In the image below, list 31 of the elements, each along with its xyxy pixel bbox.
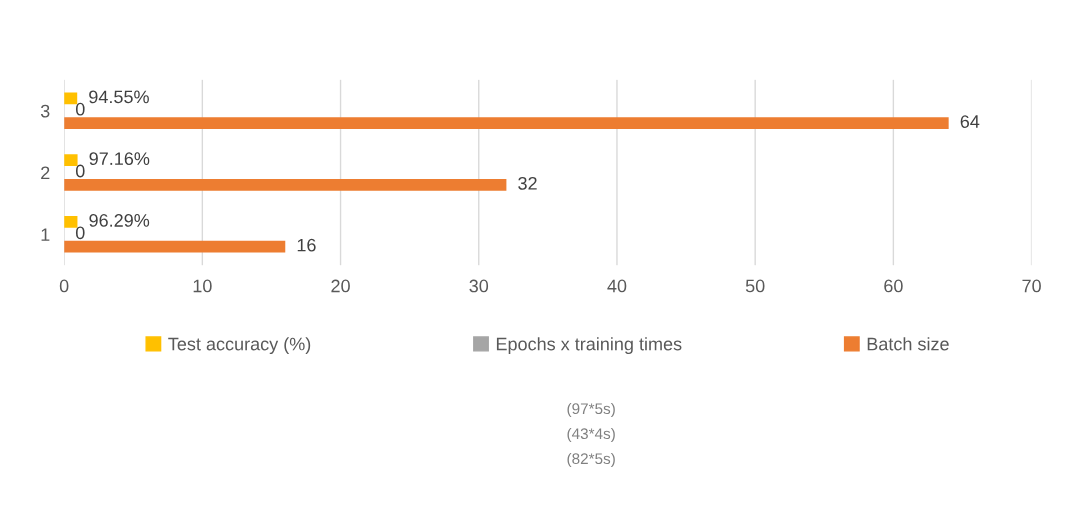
bar — [64, 240, 286, 253]
x-tick-label: 20 — [331, 279, 350, 293]
y-tick-label: 1 — [41, 228, 50, 241]
x-tick-label: 60 — [884, 279, 903, 293]
bar — [64, 154, 78, 167]
data-label: 0 — [75, 226, 85, 240]
bar — [64, 117, 949, 129]
legend-label: Test accuracy (%) — [168, 337, 311, 354]
y-tick-label: 2 — [41, 166, 50, 180]
text: (97*5s) — [567, 402, 615, 418]
data-label: 16 — [297, 238, 316, 252]
data-label: 97.16% — [89, 152, 150, 166]
legend-label: Epochs x training times — [496, 337, 682, 354]
x-tick-label: 40 — [607, 279, 627, 293]
x-tick-label: 0 — [59, 279, 69, 293]
data-label: 64 — [960, 115, 980, 128]
bar — [64, 216, 78, 228]
data-label: 0 — [75, 164, 85, 178]
data-label: 0 — [75, 102, 85, 116]
data-label: 94.55% — [89, 90, 149, 104]
x-tick-label: 70 — [1022, 279, 1041, 293]
data-label: 96.29% — [89, 214, 150, 227]
data-label: 32 — [518, 176, 537, 190]
text: (82*5s) — [567, 452, 615, 468]
x-tick-label: 10 — [193, 279, 212, 293]
text: (43*4s) — [567, 427, 615, 443]
y-tick-label: 3 — [40, 104, 50, 118]
bar — [64, 179, 507, 191]
x-tick-label: 50 — [745, 279, 765, 293]
x-tick-label: 30 — [469, 279, 489, 293]
legend-label: Batch size — [867, 337, 949, 351]
